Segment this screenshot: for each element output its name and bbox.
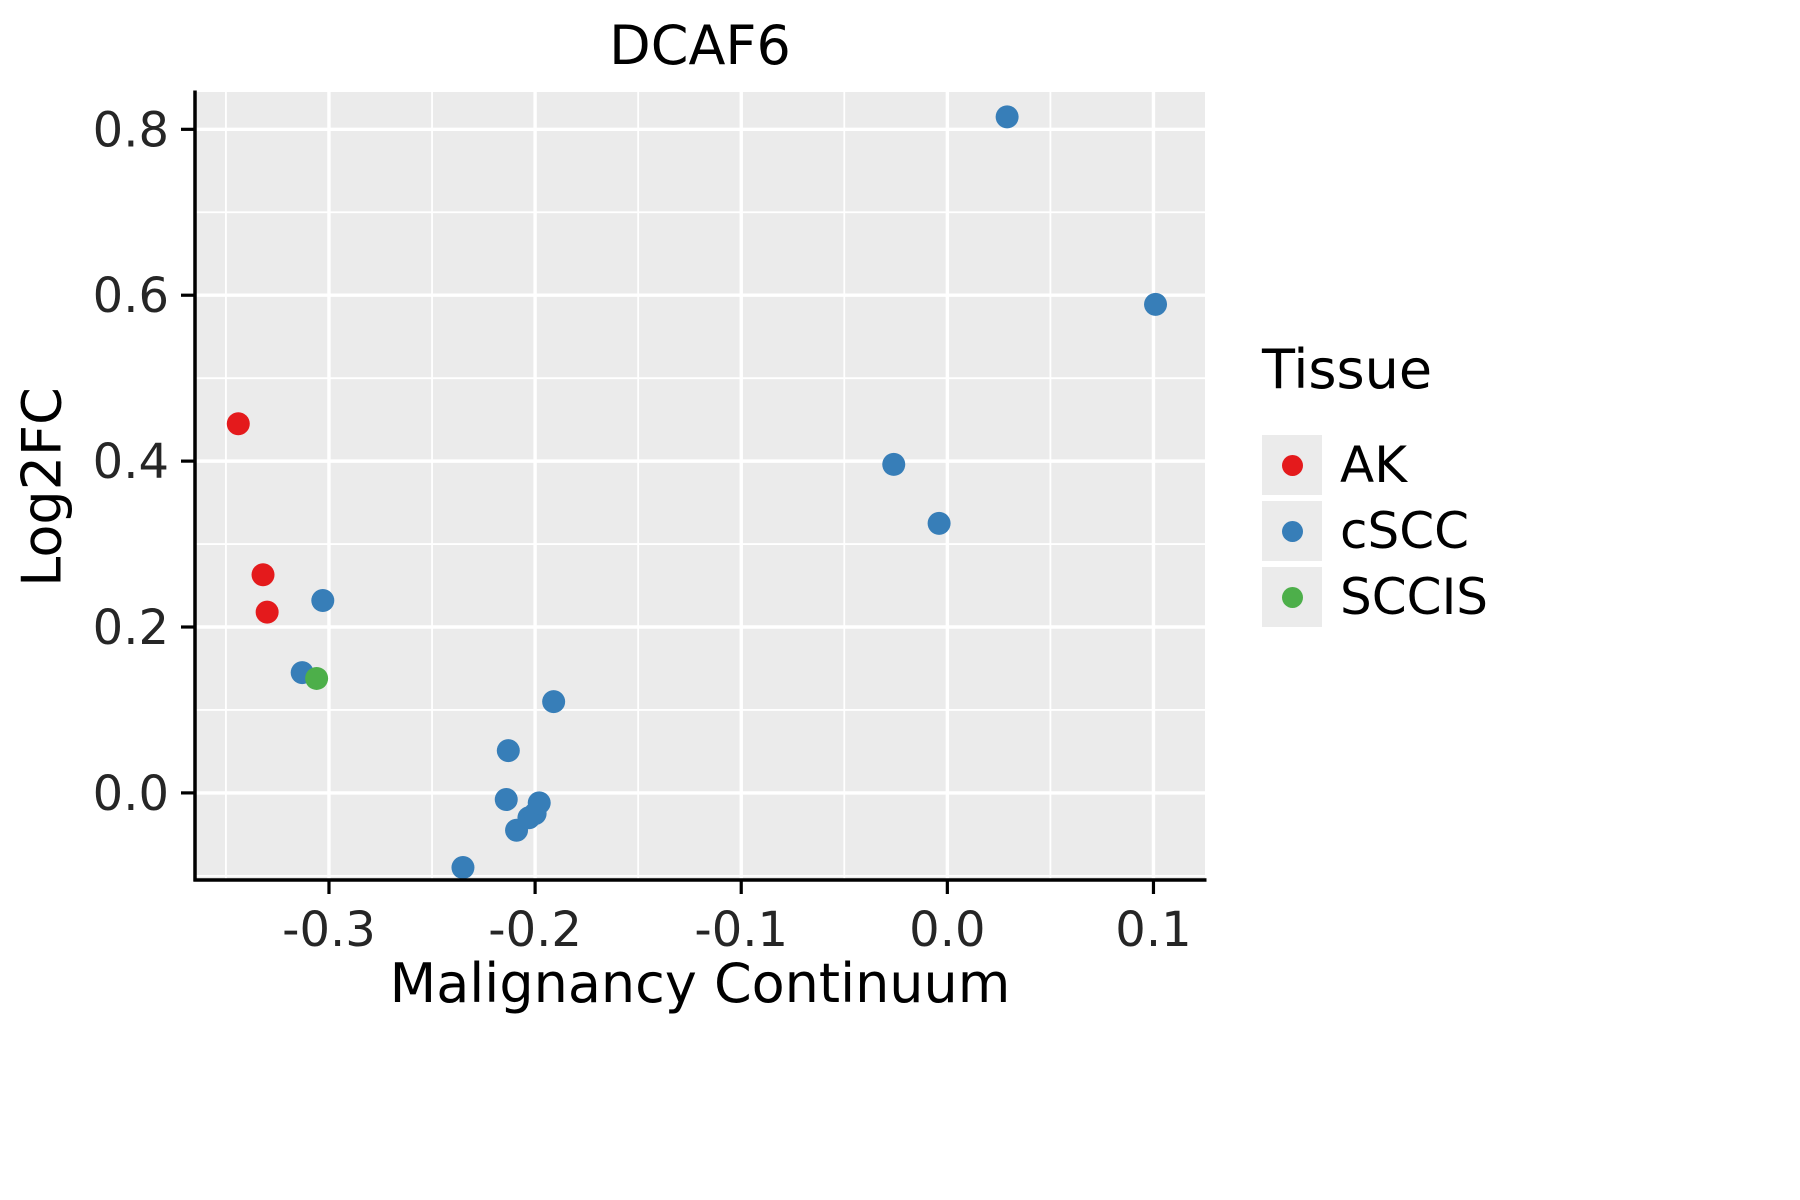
x-tick-label: 0.0 [909,902,985,958]
legend-title: Tissue [1262,338,1433,401]
legend-entry-sccis: SCCIS [1262,567,1488,627]
x-tick-label: 0.1 [1115,902,1191,958]
data-point-cscc [995,105,1019,129]
data-point-ak [251,563,275,587]
panel-background [195,92,1205,880]
data-point-ak [226,412,250,436]
y-tick-label: 0.0 [93,766,169,822]
data-point-cscc [451,856,475,880]
legend-label: cSCC [1340,502,1470,560]
y-tick-label: 0.2 [93,600,169,656]
y-tick-label: 0.8 [93,102,169,158]
chart-title: DCAF6 [609,14,791,77]
data-point-cscc [494,788,518,812]
legend-entry-cscc: cSCC [1262,501,1488,561]
legend-dot-icon [1281,520,1303,542]
legend-label: AK [1340,436,1407,494]
y-tick-label: 0.6 [93,268,169,324]
legend-entry-ak: AK [1262,435,1488,495]
data-point-cscc [882,452,906,476]
legend-entries: AK cSCC SCCIS [1262,435,1488,627]
legend-key-ak [1262,435,1322,495]
data-point-cscc [1144,292,1168,316]
data-point-sccis [305,666,329,690]
x-tick-label: -0.3 [282,902,376,958]
legend-label: SCCIS [1340,568,1489,626]
legend-key-sccis [1262,567,1322,627]
data-point-cscc [542,690,566,714]
y-axis-title: Log2FC [10,387,74,587]
y-tick-label: 0.4 [93,434,169,490]
legend: Tissue AK cSCC SCCIS [1262,338,1488,633]
x-tick-label: -0.2 [488,902,582,958]
data-point-cscc [496,739,520,763]
data-point-cscc [927,511,951,535]
x-axis-title: Malignancy Continuum [389,952,1011,1015]
legend-dot-icon [1281,454,1303,476]
data-point-ak [255,600,279,624]
data-point-cscc [311,588,335,612]
x-tick-label: -0.1 [694,902,788,958]
legend-dot-icon [1281,586,1303,608]
legend-key-cscc [1262,501,1322,561]
data-point-cscc [527,791,551,815]
